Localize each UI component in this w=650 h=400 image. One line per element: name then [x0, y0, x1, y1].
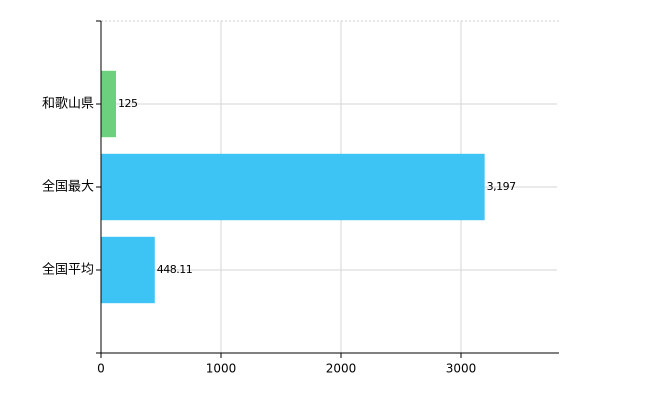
value-label: 3,197 — [487, 180, 516, 193]
bar — [101, 153, 485, 221]
bar — [101, 236, 155, 304]
x-tick-label: 3000 — [446, 362, 477, 376]
x-tick-label: 1000 — [206, 362, 237, 376]
bar — [101, 70, 116, 138]
y-tick-label: 全国最大 — [42, 179, 94, 195]
y-tick-label: 和歌山県 — [42, 97, 94, 112]
x-tick-label: 0 — [97, 362, 105, 376]
y-tick-label: 全国平均 — [42, 262, 94, 278]
value-label: 125 — [118, 97, 138, 110]
x-tick-label: 2000 — [326, 362, 357, 376]
value-label: 448.11 — [157, 263, 193, 276]
